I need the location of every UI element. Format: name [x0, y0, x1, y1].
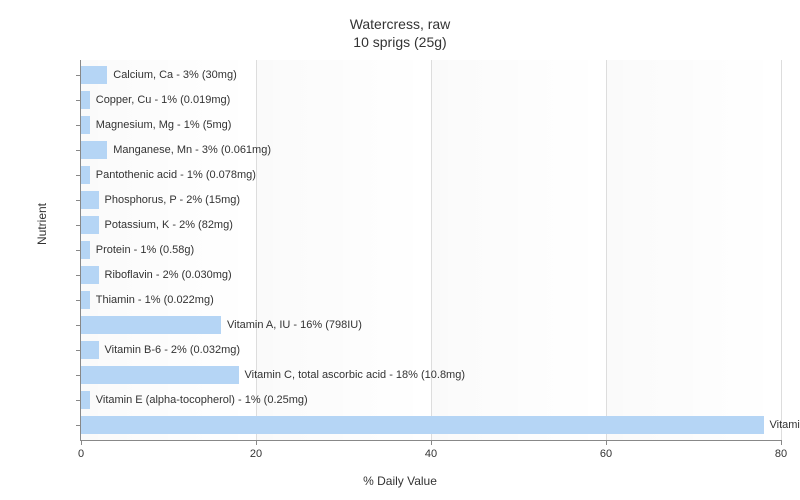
bar-label: Phosphorus, P - 2% (15mg): [99, 191, 241, 209]
x-tick-mark: [256, 440, 257, 445]
bar: [81, 366, 239, 384]
bar: [81, 216, 99, 234]
x-tick-mark: [81, 440, 82, 445]
bar-label: Riboflavin - 2% (0.030mg): [99, 266, 232, 284]
x-tick-mark: [781, 440, 782, 445]
bar-label: Potassium, K - 2% (82mg): [99, 216, 233, 234]
x-tick-mark: [431, 440, 432, 445]
bar-label: Vitamin B-6 - 2% (0.032mg): [99, 341, 241, 359]
bar: [81, 66, 107, 84]
bar: [81, 166, 90, 184]
bar: [81, 191, 99, 209]
bar-label: Protein - 1% (0.58g): [90, 241, 194, 259]
x-tick-label: 40: [425, 448, 437, 460]
nutrition-chart: Watercress, raw 10 sprigs (25g) Nutrient…: [0, 0, 800, 500]
bar-label: Vitamin A, IU - 16% (798IU): [221, 316, 362, 334]
bar: [81, 416, 764, 434]
bar: [81, 341, 99, 359]
x-tick-label: 0: [78, 448, 84, 460]
x-tick-mark: [606, 440, 607, 445]
bar-label: Vitamin C, total ascorbic acid - 18% (10…: [239, 366, 466, 384]
bar: [81, 141, 107, 159]
bar-label: Vitamin K (phylloquinone) - 78% (62.5mcg…: [764, 416, 800, 434]
x-tick-label: 60: [600, 448, 612, 460]
bar: [81, 391, 90, 409]
bar: [81, 116, 90, 134]
bar-label: Calcium, Ca - 3% (30mg): [107, 66, 236, 84]
bar: [81, 291, 90, 309]
bar: [81, 316, 221, 334]
bar-label: Thiamin - 1% (0.022mg): [90, 291, 214, 309]
x-tick-label: 20: [250, 448, 262, 460]
plot-area: 020406080Calcium, Ca - 3% (30mg)Copper, …: [80, 60, 781, 441]
title-line1: Watercress, raw: [0, 15, 800, 33]
bar: [81, 241, 90, 259]
gridline: [781, 60, 782, 440]
y-axis-label: Nutrient: [35, 203, 49, 245]
plot-shade: [606, 60, 781, 440]
bar-label: Pantothenic acid - 1% (0.078mg): [90, 166, 256, 184]
gridline: [606, 60, 607, 440]
x-axis-label: % Daily Value: [0, 474, 800, 488]
bar: [81, 266, 99, 284]
bar-label: Copper, Cu - 1% (0.019mg): [90, 91, 231, 109]
bar-label: Magnesium, Mg - 1% (5mg): [90, 116, 232, 134]
title-line2: 10 sprigs (25g): [0, 33, 800, 51]
bar-label: Vitamin E (alpha-tocopherol) - 1% (0.25m…: [90, 391, 308, 409]
chart-title: Watercress, raw 10 sprigs (25g): [0, 0, 800, 51]
bar-label: Manganese, Mn - 3% (0.061mg): [107, 141, 271, 159]
bar: [81, 91, 90, 109]
x-tick-label: 80: [775, 448, 787, 460]
